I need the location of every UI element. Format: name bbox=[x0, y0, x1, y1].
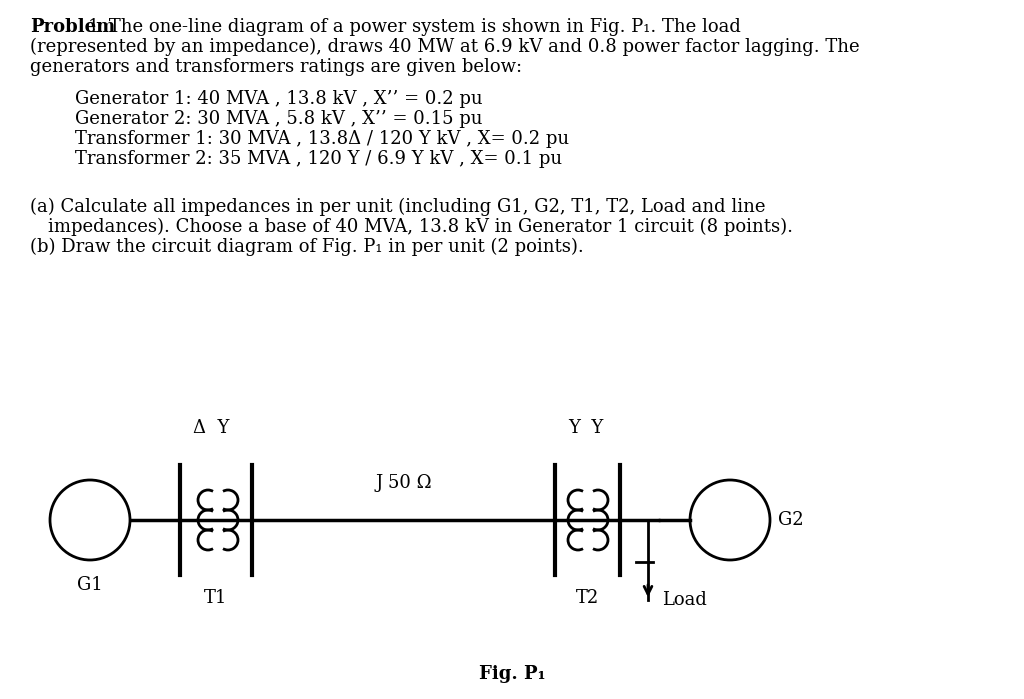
Text: Load: Load bbox=[662, 591, 707, 609]
Text: generators and transformers ratings are given below:: generators and transformers ratings are … bbox=[30, 58, 522, 76]
Text: Y  Y: Y Y bbox=[568, 419, 603, 437]
Text: Problem: Problem bbox=[30, 18, 116, 36]
Text: T2: T2 bbox=[575, 589, 599, 607]
Text: : The one-line diagram of a power system is shown in Fig. P₁. The load: : The one-line diagram of a power system… bbox=[97, 18, 741, 36]
Text: Transformer 1: 30 MVA , 13.8Δ / 120 Y kV , X= 0.2 pu: Transformer 1: 30 MVA , 13.8Δ / 120 Y kV… bbox=[75, 130, 569, 148]
Text: Transformer 2: 35 MVA , 120 Y / 6.9 Y kV , X= 0.1 pu: Transformer 2: 35 MVA , 120 Y / 6.9 Y kV… bbox=[75, 150, 562, 168]
Text: G1: G1 bbox=[77, 576, 102, 594]
Text: 1: 1 bbox=[88, 18, 99, 36]
Text: Δ  Y: Δ Y bbox=[193, 419, 229, 437]
Text: (a) Calculate all impedances in per unit (including G1, G2, T1, T2, Load and lin: (a) Calculate all impedances in per unit… bbox=[30, 198, 766, 216]
Text: Generator 2: 30 MVA , 5.8 kV , X’’ = 0.15 pu: Generator 2: 30 MVA , 5.8 kV , X’’ = 0.1… bbox=[75, 110, 482, 128]
Text: T1: T1 bbox=[205, 589, 227, 607]
Text: J 50 Ω: J 50 Ω bbox=[375, 474, 432, 492]
Text: Generator 1: 40 MVA , 13.8 kV , X’’ = 0.2 pu: Generator 1: 40 MVA , 13.8 kV , X’’ = 0.… bbox=[75, 90, 482, 108]
Text: Fig. P₁: Fig. P₁ bbox=[479, 665, 545, 683]
Text: impedances). Choose a base of 40 MVA, 13.8 kV in Generator 1 circuit (8 points).: impedances). Choose a base of 40 MVA, 13… bbox=[48, 218, 793, 236]
Text: (b) Draw the circuit diagram of Fig. P₁ in per unit (2 points).: (b) Draw the circuit diagram of Fig. P₁ … bbox=[30, 238, 584, 257]
Text: (represented by an impedance), draws 40 MW at 6.9 kV and 0.8 power factor laggin: (represented by an impedance), draws 40 … bbox=[30, 38, 859, 56]
Text: G2: G2 bbox=[778, 511, 804, 529]
